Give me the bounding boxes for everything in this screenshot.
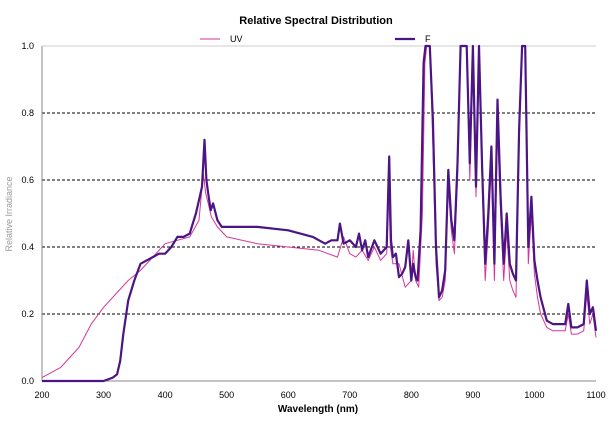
x-tick-label: 600 [281,390,296,400]
series-lines [41,44,598,383]
x-tick-label: 500 [219,390,234,400]
x-tick-label: 200 [34,390,49,400]
chart-title: Relative Spectral Distribution [239,15,393,27]
y-axis-label: Relative Irradiance [4,176,14,251]
y-tick-label: 0.6 [21,175,34,185]
y-tick-label: 0.8 [21,108,34,118]
y-tick-label: 0.4 [21,242,34,252]
x-tick-label: 300 [96,390,111,400]
y-tick-label: 1.0 [21,41,34,51]
x-tick-label: 400 [158,390,173,400]
y-tick-label: 0.0 [21,376,34,386]
x-tick-label: 1100 [586,390,605,400]
x-tick-label: 800 [404,390,419,400]
legend-label-uv: UV [230,34,243,44]
legend-label-f: F [425,34,431,44]
x-tick-label: 700 [342,390,357,400]
legend: UV F [200,34,431,44]
axes: 0.0 0.2 0.4 0.6 0.8 1.0 200 300 400 500 600 700 800 9… [21,41,605,400]
x-axis-label: Wavelength (nm) [278,404,358,415]
x-tick-label: 900 [465,390,480,400]
x-tick-label: 1000 [524,390,544,400]
series-line-f [42,44,598,383]
y-tick-label: 0.2 [21,309,34,319]
